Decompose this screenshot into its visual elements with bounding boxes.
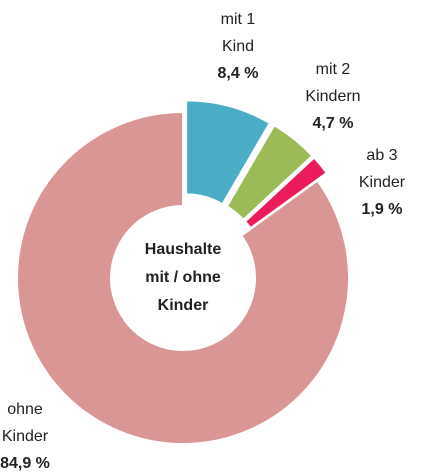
center-label: mit / ohne (145, 269, 221, 286)
slice-label: ohne Kinder (2, 401, 49, 445)
value-label: 4,7 % (313, 115, 354, 132)
slice-label-line: ohne (7, 401, 43, 418)
slice-label: ab 3 Kinder (359, 147, 406, 191)
slice-label-line: ab 3 (366, 147, 397, 164)
center-label: Haushalte (145, 241, 222, 258)
value-label: 8,4 % (218, 65, 259, 82)
value-label: 84,9 % (0, 455, 50, 472)
center-label: Kinder (158, 297, 209, 314)
value-label: 1,9 % (362, 201, 403, 218)
slice-label-line: Kinder (359, 174, 406, 191)
slice-label-line: Kindern (305, 88, 360, 105)
slice-label: mit 1 Kind (221, 11, 256, 55)
slice-label-line: mit 1 (221, 11, 256, 28)
donut-slice (225, 123, 314, 222)
slice-label-line: Kinder (2, 428, 49, 445)
slice-label-line: Kind (222, 38, 254, 55)
slice-label-line: mit 2 (316, 61, 351, 78)
donut-slice (16, 110, 350, 445)
slice-label: mit 2 Kindern (305, 61, 360, 105)
donut-slice (185, 99, 272, 206)
